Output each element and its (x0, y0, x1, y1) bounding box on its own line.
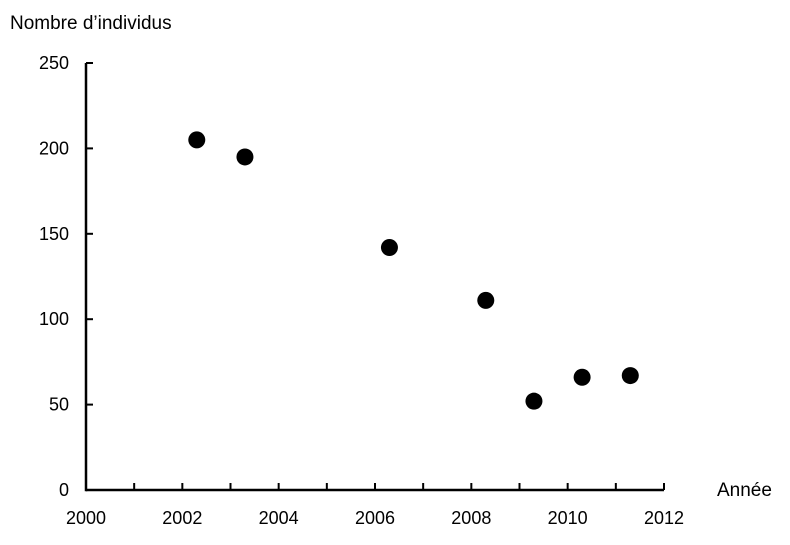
data-point (236, 148, 254, 166)
data-point (525, 392, 543, 410)
data-point (380, 238, 398, 256)
data-point (573, 368, 591, 386)
data-point (188, 131, 206, 149)
x-axis-title: Année (717, 480, 772, 501)
x-tick-label: 2010 (548, 508, 588, 528)
tick-labels: 0 50 100 150 200 250 2000 2002 2004 2006 2008 2010 2… (39, 53, 684, 528)
y-tick-label: 100 (39, 309, 69, 329)
data-points (188, 131, 639, 410)
x-tick-label: 2000 (66, 508, 106, 528)
y-tick-label: 250 (39, 53, 69, 73)
x-tick-label: 2006 (355, 508, 395, 528)
x-tick-label: 2004 (259, 508, 299, 528)
y-axis-title: Nombre d’individus (10, 13, 172, 34)
y-tick-label: 200 (39, 138, 69, 158)
x-tick-label: 2008 (451, 508, 491, 528)
data-point (621, 367, 639, 385)
y-tick-label: 0 (59, 480, 69, 500)
data-point (477, 291, 495, 309)
axes (84, 62, 665, 492)
y-tick-label: 50 (49, 395, 69, 415)
x-tick-label: 2012 (644, 508, 684, 528)
y-tick-label: 150 (39, 224, 69, 244)
x-tick-label: 2002 (162, 508, 202, 528)
